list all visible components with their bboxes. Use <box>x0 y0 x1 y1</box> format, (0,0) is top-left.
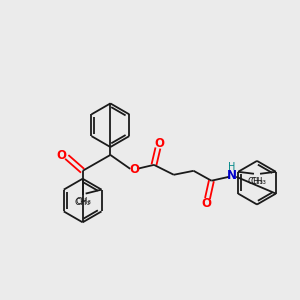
Text: O: O <box>57 149 67 162</box>
Text: CH₃: CH₃ <box>250 177 266 186</box>
Text: O: O <box>129 163 139 176</box>
Text: CH₃: CH₃ <box>75 198 91 207</box>
Text: O: O <box>154 136 164 150</box>
Text: O: O <box>202 197 212 210</box>
Text: CH₃: CH₃ <box>76 196 92 206</box>
Text: CH₃: CH₃ <box>248 177 264 186</box>
Text: H: H <box>228 162 235 172</box>
Text: N: N <box>227 169 237 182</box>
